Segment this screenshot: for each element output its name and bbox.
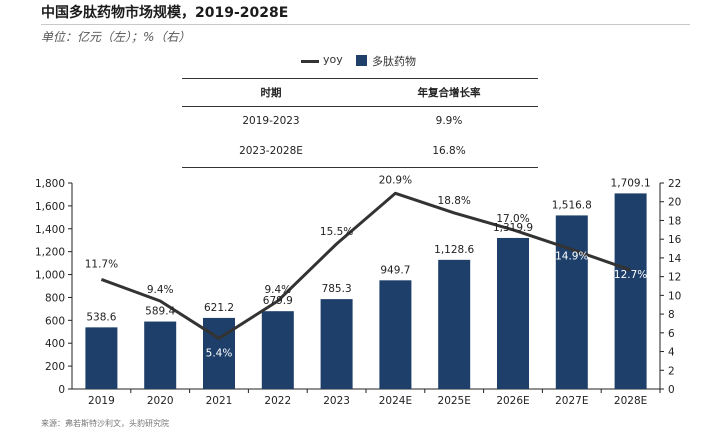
right-axis-tick-label: 2 [668,365,675,377]
x-axis-tick-label: 2019 [88,395,115,407]
table-header-cagr: 年复合增长率 [417,87,481,99]
x-axis-tick-label: 2024E [379,395,412,407]
bar [320,299,353,389]
left-axis-tick-label: 1,800 [35,178,65,190]
table-cell-period: 2019-2023 [242,115,300,127]
legend-line-swatch [301,60,319,63]
bar [85,327,118,389]
right-axis-tick-label: 16 [668,234,682,246]
yoy-value-label: 17.0% [496,213,529,225]
right-axis-tick-label: 22 [668,178,681,190]
chart-legend: yoy 多肽药物 [0,52,720,70]
bar-value-label: 785.3 [322,283,352,295]
right-axis-tick-label: 12 [668,272,681,284]
left-axis-tick-label: 600 [45,315,65,327]
table-cell-cagr: 9.9% [435,115,463,127]
bar-value-label: 538.6 [86,311,116,323]
bar [379,280,412,389]
yoy-line [100,191,632,340]
legend-bar-swatch [356,55,367,66]
bar [555,215,588,389]
yoy-value-label: 11.7% [85,258,118,270]
left-axis-tick-label: 1,600 [35,201,65,213]
left-axis-tick-label: 800 [45,292,65,304]
bar-value-label: 1,516.8 [552,199,592,211]
bar [203,317,235,389]
right-axis-tick-label: 6 [668,328,675,340]
left-axis-tick-label: 200 [45,361,65,373]
chart-title: 中国多肽药物市场规模，2019-2028E [41,5,289,21]
bar [144,321,177,389]
bar-value-label: 589.4 [145,306,175,318]
bar [614,193,647,389]
right-axis-tick-label: 20 [668,197,681,209]
right-axis-tick-label: 4 [668,347,675,359]
source-note: 来源：弗若斯特沙利文，头豹研究院 [41,419,169,428]
bar-value-label: 1,709.1 [611,177,651,189]
bar [438,259,471,389]
yoy-value-label: 15.5% [320,226,353,238]
left-axis-tick-label: 400 [45,338,65,350]
yoy-value-label: 9.4% [147,284,174,296]
yoy-value-label: 14.9% [555,250,588,262]
table-header-period: 时期 [260,87,282,99]
table-row: 2023-2028E 16.8% [182,137,538,168]
bar [497,237,529,389]
x-axis-tick-label: 2025E [438,395,471,407]
unit-label: 单位：亿元（左）；%（右） [41,30,191,44]
legend-bar-label: 多肽药物 [372,55,416,68]
bar-value-label: 949.7 [380,264,410,276]
table-cell-cagr: 16.8% [432,145,466,157]
right-axis-tick-label: 8 [668,309,675,321]
right-axis-tick-label: 18 [668,215,681,227]
yoy-value-label: 5.4% [206,347,233,359]
bar-value-label: 679.9 [263,295,293,307]
x-axis-tick-label: 2023 [323,395,350,407]
yoy-value-label: 9.4% [264,284,291,296]
cagr-table: 时期 年复合增长率 2019-2023 9.9% 2023-2028E 16.8… [182,78,538,168]
bar [261,311,294,389]
bar-value-label: 621.2 [204,302,234,314]
right-axis-tick-label: 10 [668,290,681,302]
x-axis-tick-label: 2028E [614,395,647,407]
x-axis-tick-label: 2027E [555,395,588,407]
left-axis-tick-label: 1,400 [35,224,65,236]
left-axis-tick-label: 1,200 [35,247,65,259]
table-cell-period: 2023-2028E [239,145,303,157]
x-axis-tick-label: 2021 [206,395,233,407]
legend-line-label: yoy [323,53,343,66]
bar-value-label: 1,128.6 [434,244,474,256]
yoy-value-label: 18.8% [438,195,471,207]
x-axis-tick-label: 2022 [264,395,291,407]
table-row: 2019-2023 9.9% [182,107,538,137]
title-divider [41,24,690,25]
left-axis-tick-label: 1,000 [35,270,65,282]
x-axis-tick-label: 2026E [496,395,529,407]
cagr-table-header: 时期 年复合增长率 [182,78,538,107]
yoy-value-label: 20.9% [379,174,412,186]
left-axis-tick-label: 0 [58,384,65,396]
x-axis-tick-label: 2020 [147,395,174,407]
yoy-value-label: 12.7% [614,269,647,281]
bar-value-label: 1,319.9 [493,222,533,234]
right-axis-tick-label: 0 [668,384,675,396]
right-axis-tick-label: 14 [668,253,682,265]
